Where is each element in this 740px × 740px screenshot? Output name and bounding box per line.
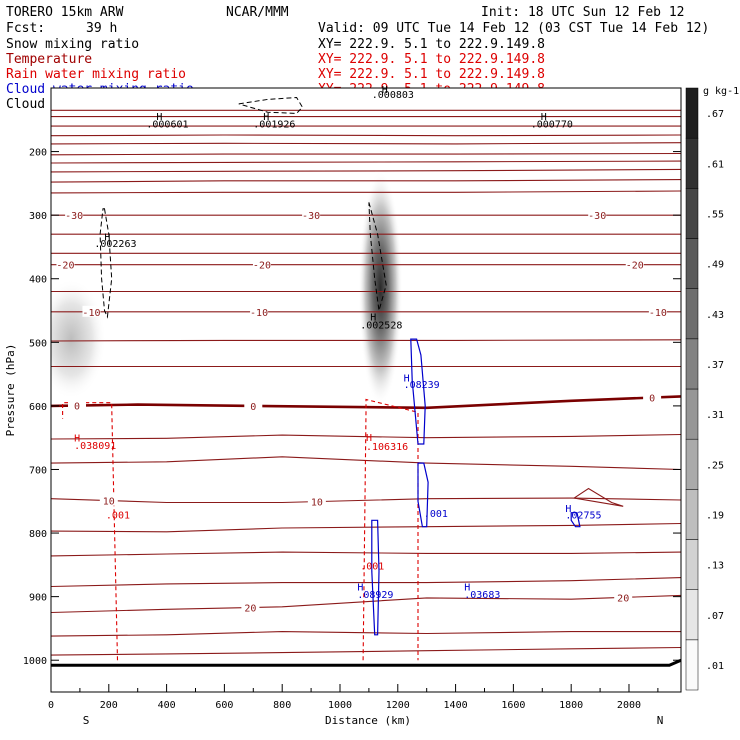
- temperature-label: -10: [82, 308, 100, 319]
- fcst-label: Fcst:: [6, 21, 45, 36]
- y-tick-label: 200: [29, 148, 47, 159]
- temperature-label: -30: [588, 211, 606, 222]
- colorbar-label: .37: [706, 360, 724, 371]
- org-label: NCAR/MMM: [226, 5, 289, 20]
- x-tick-label: 2000: [617, 700, 641, 711]
- colorbar-label: .01: [706, 661, 724, 672]
- temperature-label: -10: [649, 308, 667, 319]
- rain-label: .001: [106, 510, 130, 521]
- y-tick-label: 300: [29, 211, 47, 222]
- temperature-label: 10: [103, 497, 115, 508]
- south-label: S: [83, 714, 90, 727]
- cloud-water-label: .08239: [404, 380, 440, 391]
- x-tick-label: 1400: [444, 700, 468, 711]
- model-title: TORERO 15km ARW: [6, 5, 124, 20]
- cloud-water-label: .001: [424, 509, 448, 520]
- y-tick-label: 600: [29, 402, 47, 413]
- colorbar-swatch: [686, 489, 698, 539]
- x-tick-label: 1000: [328, 700, 352, 711]
- colorbar-swatch: [686, 138, 698, 188]
- temperature-label: -30: [65, 211, 83, 222]
- rain-label: .001: [360, 561, 384, 572]
- colorbar-label: .25: [706, 460, 724, 471]
- temperature-label: -20: [56, 261, 74, 272]
- y-tick-label: 500: [29, 338, 47, 349]
- y-tick-label: 1000: [23, 656, 47, 667]
- snow-label: .001926: [253, 119, 295, 130]
- temperature-contour: [51, 135, 681, 136]
- x-tick-label: 400: [158, 700, 176, 711]
- colorbar-swatch: [686, 540, 698, 590]
- colorbar-swatch: [686, 389, 698, 439]
- temperature-label: -30: [302, 211, 320, 222]
- fcst-value: 39 h: [86, 21, 117, 36]
- cloud-water-label: .02755: [565, 510, 601, 521]
- field-xy: XY= 222.9. 5.1 to 222.9.149.8: [318, 37, 545, 52]
- colorbar-label: .19: [706, 510, 724, 521]
- x-tick-label: 1800: [559, 700, 583, 711]
- x-tick-label: 200: [100, 700, 118, 711]
- temperature-label: 0: [74, 402, 80, 413]
- snow-label: .002263: [94, 239, 136, 250]
- y-tick-label: 700: [29, 465, 47, 476]
- colorbar-label: .49: [706, 260, 724, 271]
- field-xy: XY= 222.9. 5.1 to 222.9.149.8: [318, 52, 545, 67]
- valid-time: Valid: 09 UTC Tue 14 Feb 12 (03 CST Tue …: [318, 21, 709, 36]
- colorbar-swatch: [686, 439, 698, 489]
- snow-label: .002528: [360, 320, 402, 331]
- cloud-ice-maximum: [358, 171, 402, 406]
- colorbar: .01 .07 .13 .19 .25 .31 .37 .43 .49 .55 .61 .67: [686, 88, 724, 690]
- colorbar-label: .31: [706, 410, 724, 421]
- colorbar-swatch: [686, 289, 698, 339]
- snow-label: .000770: [531, 119, 573, 130]
- temperature-label: 20: [244, 604, 256, 615]
- colorbar-label: .61: [706, 159, 724, 170]
- cloud-water-label: .08929: [357, 590, 393, 601]
- colorbar-label: .07: [706, 611, 724, 622]
- cloud-water-label: .03683: [464, 590, 500, 601]
- colorbar-label: .67: [706, 109, 724, 120]
- snow-label: .000601: [146, 119, 188, 130]
- temperature-label: -20: [626, 261, 644, 272]
- temperature-label: 20: [617, 593, 629, 604]
- x-tick-label: 1200: [386, 700, 410, 711]
- y-tick-label: 400: [29, 275, 47, 286]
- colorbar-swatch: [686, 239, 698, 289]
- colorbar-swatch: [686, 88, 698, 138]
- colorbar-label: .13: [706, 561, 724, 572]
- x-tick-label: 800: [273, 700, 291, 711]
- colorbar-unit: g kg-1: [703, 86, 739, 97]
- x-tick-label: 1600: [501, 700, 525, 711]
- temperature-label: 0: [250, 402, 256, 413]
- x-tick-label: 0: [48, 700, 54, 711]
- colorbar-label: .43: [706, 310, 724, 321]
- field-xy: XY= 222.9. 5.1 to 222.9.149.8: [318, 67, 545, 82]
- field-name: Snow mixing ratio: [6, 37, 139, 52]
- field-name: Rain water mixing ratio: [6, 67, 186, 82]
- colorbar-swatch: [686, 640, 698, 690]
- temperature-label: -20: [253, 261, 271, 272]
- cross-section-figure: TORERO 15km ARW NCAR/MMM Init: 18 UTC Su…: [0, 0, 740, 740]
- init-time: Init: 18 UTC Sun 12 Feb 12: [481, 5, 685, 20]
- y-tick-label: 800: [29, 529, 47, 540]
- colorbar-swatch: [686, 188, 698, 238]
- rain-label: .106316: [366, 442, 408, 453]
- y-tick-label: 900: [29, 593, 47, 604]
- x-tick-label: 600: [215, 700, 233, 711]
- y-axis-label: Pressure (hPa): [4, 344, 17, 437]
- colorbar-swatch: [686, 590, 698, 640]
- field-name: Temperature: [6, 52, 92, 67]
- colorbar-swatch: [686, 339, 698, 389]
- temperature-label: -10: [250, 308, 268, 319]
- colorbar-label: .55: [706, 209, 724, 220]
- rain-label: .038091: [74, 441, 116, 452]
- snow-label: .000803: [372, 90, 414, 101]
- north-label: N: [657, 714, 664, 727]
- temperature-label: 10: [311, 498, 323, 509]
- temperature-label: 0: [649, 394, 655, 405]
- x-axis-label: Distance (km): [325, 714, 411, 727]
